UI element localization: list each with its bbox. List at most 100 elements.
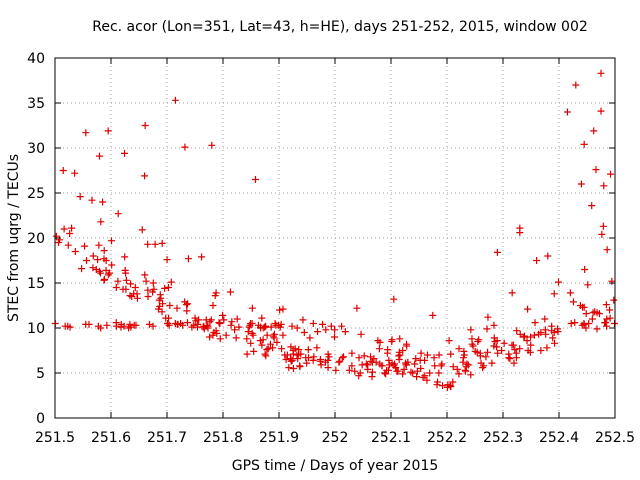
data-point (388, 336, 396, 344)
data-point (100, 275, 108, 283)
data-point (126, 292, 134, 300)
data-point (264, 345, 272, 353)
data-point (435, 351, 443, 359)
axis-ticks: 251.5 251.6 251.7 251.8 251.9 252 252.1 252.2 25… (27, 51, 635, 446)
data-point (208, 141, 216, 149)
data-point (154, 305, 162, 313)
data-point (166, 302, 174, 309)
data-point (468, 340, 476, 348)
data-point (266, 340, 274, 348)
data-point (510, 359, 518, 367)
data-point (471, 347, 479, 355)
data-point (181, 298, 189, 306)
data-point (259, 336, 267, 344)
data-point (554, 325, 562, 333)
data-point (551, 339, 559, 347)
data-point (277, 320, 285, 328)
data-point (267, 323, 275, 331)
data-point (563, 108, 571, 116)
data-point (409, 369, 417, 377)
data-point (131, 284, 139, 291)
data-point (89, 252, 97, 260)
data-point (97, 218, 105, 226)
data-point (488, 359, 496, 367)
data-point (396, 335, 404, 343)
data-point (374, 337, 382, 345)
data-point (228, 318, 236, 326)
y-tick-label: 15 (27, 276, 45, 292)
y-tick-label: 5 (36, 366, 45, 382)
data-point (213, 329, 221, 337)
data-point (285, 364, 293, 372)
data-point (142, 277, 150, 285)
x-tick-label: 252.4 (539, 430, 579, 446)
data-point (444, 381, 452, 389)
data-point (610, 296, 618, 304)
data-point (490, 321, 498, 329)
data-point (66, 230, 74, 237)
data-point (582, 310, 590, 318)
data-point (430, 354, 438, 362)
data-point (508, 289, 516, 297)
data-point (423, 351, 431, 359)
data-point (89, 264, 97, 272)
data-point (216, 320, 224, 327)
data-point (533, 257, 541, 264)
data-point (289, 365, 297, 372)
data-point (467, 326, 475, 334)
data-point (141, 271, 149, 279)
data-point (76, 193, 84, 201)
data-point (149, 279, 157, 287)
data-point (288, 356, 296, 364)
data-point (395, 352, 403, 360)
data-point (433, 381, 441, 389)
data-point (219, 311, 227, 319)
data-point (549, 334, 557, 342)
data-point (580, 303, 588, 311)
data-point (475, 336, 483, 344)
data-point (413, 367, 421, 375)
data-point (399, 347, 407, 354)
data-point (400, 365, 408, 373)
data-point (151, 240, 159, 248)
data-point (183, 319, 191, 327)
data-point (88, 196, 96, 204)
data-point (526, 348, 534, 356)
x-tick-label: 251.6 (91, 430, 131, 446)
data-point (114, 277, 122, 285)
data-point (411, 360, 419, 368)
data-point (273, 338, 281, 346)
data-point (97, 324, 105, 332)
chart-title: Rec. acor (Lon=351, Lat=43, h=HE), days … (92, 19, 588, 35)
data-point (108, 237, 116, 245)
x-tick-label: 251.8 (203, 430, 243, 446)
data-point (603, 322, 611, 330)
data-point (278, 345, 286, 353)
data-point (216, 335, 224, 343)
data-point (417, 349, 425, 357)
data-point (341, 328, 349, 336)
data-point (331, 326, 339, 334)
data-point (250, 347, 258, 355)
data-point (183, 307, 191, 315)
data-point (300, 329, 308, 336)
data-point (78, 265, 86, 273)
data-point (248, 329, 256, 337)
data-point (413, 373, 421, 381)
data-points (51, 69, 618, 391)
data-point (490, 342, 498, 350)
data-point (600, 182, 608, 190)
data-point (455, 370, 463, 378)
data-point (304, 346, 312, 354)
data-point (592, 166, 600, 174)
data-point (364, 365, 372, 373)
data-point (302, 354, 310, 362)
data-point (306, 334, 314, 342)
data-point (368, 373, 376, 381)
data-point (355, 354, 363, 362)
data-point (244, 328, 252, 336)
data-point (520, 333, 528, 341)
data-point (276, 306, 284, 314)
data-point (248, 304, 256, 312)
data-point (588, 202, 596, 210)
